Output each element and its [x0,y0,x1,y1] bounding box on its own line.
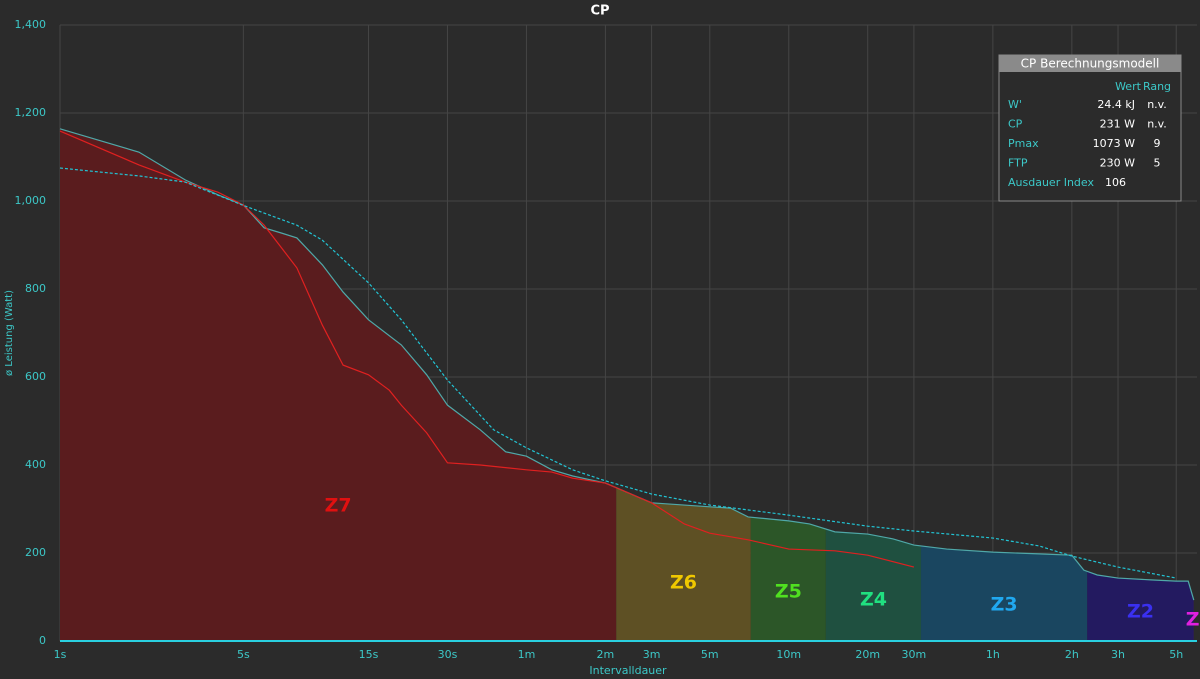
x-tick-label: 5s [237,648,250,661]
zone-area [921,545,1088,641]
y-tick-label: 1,000 [15,194,47,207]
info-value: 1073 W [1093,137,1135,150]
y-tick-label: 600 [25,370,46,383]
x-tick-label: 1h [986,648,1000,661]
info-rank: 5 [1154,157,1161,170]
y-tick-label: 800 [25,282,46,295]
info-column: Wert [1115,80,1142,93]
y-tick-label: 0 [39,634,46,647]
info-value: 106 [1105,176,1126,189]
info-label: Pmax [1008,137,1039,150]
y-axis-label: ø Leistung (Watt) [4,290,15,376]
zone-area [60,128,617,641]
info-box [998,54,1182,202]
info-value: 230 W [1100,157,1135,170]
series-line [59,130,915,568]
chart-title: CP [590,4,609,19]
y-tick-label: 400 [25,458,46,471]
x-tick-label: 10m [776,648,801,661]
y-tick-label: 1,400 [15,18,47,31]
info-rank: n.v. [1147,98,1167,111]
series-line [59,128,1195,601]
zone-area [616,487,751,641]
x-tick-label: 30s [438,648,458,661]
info-label: CP [1008,118,1023,131]
info-label: Ausdauer Index [1008,176,1094,189]
y-tick-label: 200 [25,546,46,559]
x-tick-label: 2h [1065,648,1079,661]
info-label: W' [1008,98,1022,111]
zone-label: Z6 [670,572,697,594]
x-tick-label: 1s [54,648,67,661]
x-tick-label: 3h [1111,648,1125,661]
info-rank: n.v. [1147,118,1167,131]
x-tick-label: 5h [1169,648,1183,661]
info-label: FTP [1008,157,1028,170]
y-tick-label: 1,200 [15,106,47,119]
zone-label: Z2 [1127,601,1154,623]
zone-label: Z3 [991,594,1018,616]
x-axis-label: Intervalldauer [589,664,667,677]
x-tick-label: 30m [902,648,927,661]
zone-label: Z5 [775,581,802,603]
series-line [59,167,1177,579]
x-tick-label: 1m [518,648,536,661]
info-value: 24.4 kJ [1097,98,1135,111]
info-title: CP Berechnungsmodell [1021,57,1160,71]
x-tick-label: 5m [701,648,719,661]
x-tick-label: 15s [359,648,379,661]
info-value: 231 W [1100,118,1135,131]
zone-area [825,529,922,641]
x-tick-label: 2m [597,648,615,661]
x-tick-label: 20m [855,648,880,661]
zone-label: Z4 [860,589,887,611]
zone-area [1087,571,1194,641]
info-header [999,55,1181,72]
zone-label: Z7 [325,495,352,517]
x-tick-label: 3m [643,648,661,661]
info-column: Rang [1143,80,1171,93]
zone-label: Z1 [1186,609,1200,631]
zone-area [750,517,826,641]
info-rank: 9 [1154,137,1161,150]
